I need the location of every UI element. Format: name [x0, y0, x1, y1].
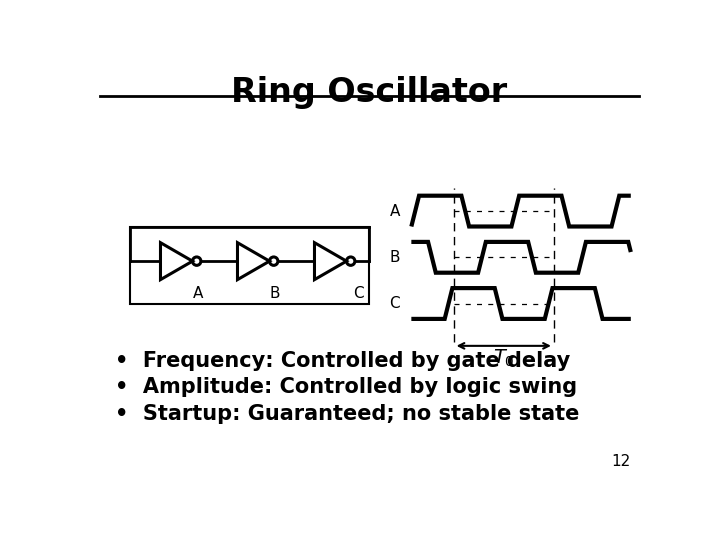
Text: •  Startup: Guaranteed; no stable state: • Startup: Guaranteed; no stable state: [115, 403, 580, 423]
Text: •  Frequency: Controlled by gate delay: • Frequency: Controlled by gate delay: [115, 351, 570, 372]
Text: B: B: [390, 250, 400, 265]
Text: $T_0$: $T_0$: [493, 347, 515, 369]
Text: C: C: [390, 296, 400, 311]
Bar: [130, 226, 369, 303]
Text: B: B: [269, 286, 280, 301]
Text: A: A: [193, 286, 203, 301]
Text: A: A: [390, 204, 400, 219]
Text: •  Amplitude: Controlled by logic swing: • Amplitude: Controlled by logic swing: [115, 377, 577, 397]
Text: C: C: [353, 286, 364, 301]
Text: Ring Oscillator: Ring Oscillator: [231, 76, 507, 109]
Text: 12: 12: [611, 454, 631, 469]
